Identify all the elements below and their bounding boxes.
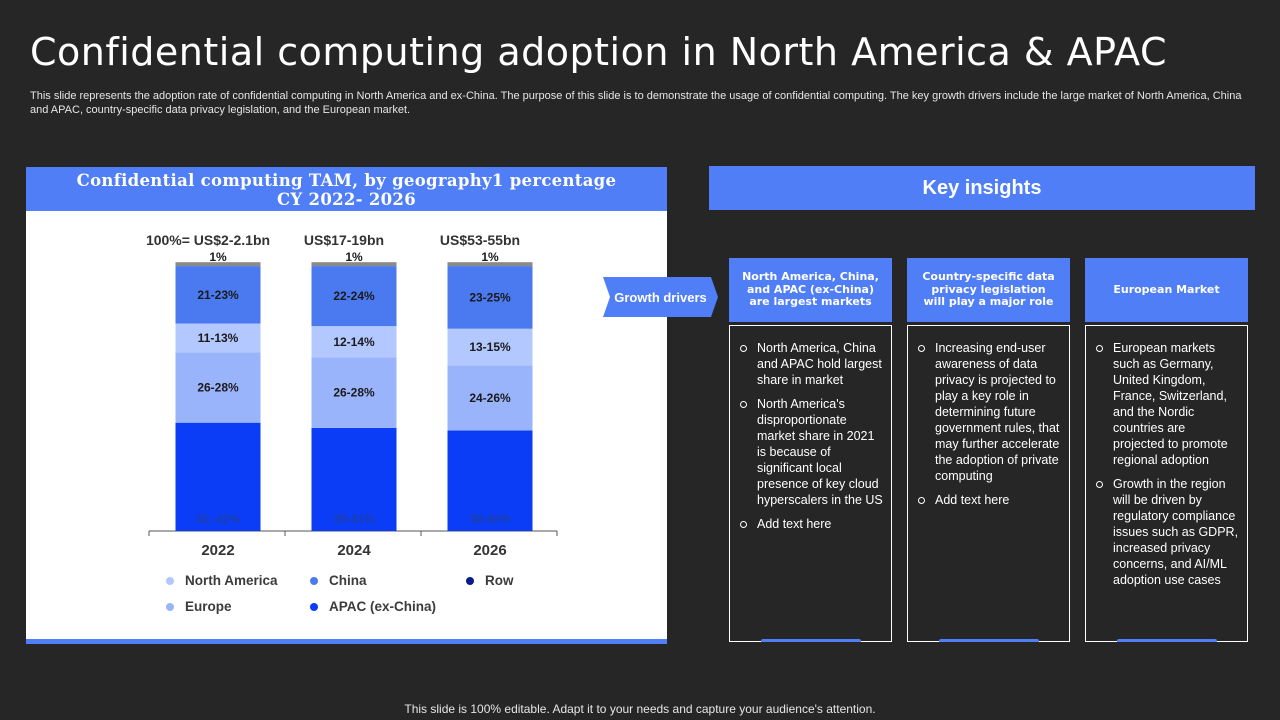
chart-header: Confidential computing TAM, by geography…	[26, 167, 667, 211]
bar-segment-apac-ex-china	[447, 430, 533, 531]
insight-bullet: Add text here	[916, 492, 1061, 508]
bar-segment-north-america	[175, 323, 261, 353]
legend-item: Row	[466, 573, 514, 588]
insight-bullet-text: Add text here	[757, 517, 832, 531]
data-label: 26-28%	[197, 380, 239, 394]
insight-bullet: North America's disproportionate market …	[738, 396, 883, 508]
data-label: 1%	[481, 250, 499, 264]
total-label: US$17-19bn	[304, 232, 384, 248]
legend-item: China	[310, 573, 367, 588]
insight-bullet: Add text here	[738, 516, 883, 532]
bar-segment-row	[447, 262, 533, 267]
circle-bullet-icon	[918, 497, 925, 504]
insight-bullet: North America, China and APAC hold large…	[738, 340, 883, 388]
insight-bullet-list: Increasing end-user awareness of data pr…	[908, 326, 1069, 508]
bar-segment-europe	[447, 365, 533, 431]
data-label: 41–42%	[196, 512, 240, 526]
legend-label: Row	[485, 573, 514, 588]
growth-drivers-label: Growth drivers	[614, 289, 707, 305]
insight-column-heading: North America, China, and APAC (ex-China…	[729, 258, 892, 322]
bar-segment-china	[447, 266, 533, 329]
legend-item: APAC (ex-China)	[310, 599, 436, 614]
page-description: This slide represents the adoption rate …	[30, 90, 1242, 116]
legend-label: North America	[185, 573, 278, 588]
legend-item: North America	[166, 573, 278, 588]
insight-bullet-text: North America's disproportionate market …	[757, 397, 883, 507]
insight-bullet: European markets such as Germany, United…	[1094, 340, 1239, 468]
column-accent-tab	[1117, 639, 1217, 642]
insight-column-box: Increasing end-user awareness of data pr…	[907, 325, 1070, 642]
page-title: Confidential computing adoption in North…	[30, 30, 1167, 74]
bar-segment-north-america	[447, 328, 533, 366]
data-label: 21-23%	[197, 288, 239, 302]
footer-note: This slide is 100% editable. Adapt it to…	[404, 702, 876, 716]
insight-column-box: European markets such as Germany, United…	[1085, 325, 1248, 642]
bar-segment-apac-ex-china	[311, 427, 397, 531]
x-tick-label: 2024	[337, 542, 371, 559]
data-label: 12-14%	[333, 335, 375, 349]
chart-panel: 41–42% 26-28% 11-13% 21-23% 1% 100%= US$2-2.1…	[26, 167, 667, 644]
insight-bullet: Growth in the region will be driven by r…	[1094, 476, 1239, 588]
legend-label: China	[329, 573, 367, 588]
circle-bullet-icon	[1096, 345, 1103, 352]
data-label: 13-15%	[469, 340, 511, 354]
bar-segment-row	[175, 262, 261, 267]
data-label: 1%	[209, 250, 227, 264]
chart-legend: North America China Row Europe APAC (ex-Chin…	[166, 573, 514, 633]
circle-bullet-icon	[918, 345, 925, 352]
bar-segment-row	[311, 262, 397, 267]
legend-marker	[310, 576, 318, 585]
circle-bullet-icon	[740, 521, 747, 528]
circle-bullet-icon	[740, 401, 747, 408]
bar-segment-europe	[311, 357, 397, 428]
data-label: 24-26%	[469, 391, 511, 405]
bar-segment-north-america	[311, 326, 397, 358]
chart-title: Confidential computing TAM, by geography…	[76, 171, 617, 190]
insight-column-heading: Country-specific data privacy legislatio…	[907, 258, 1070, 322]
data-label: 39-41%	[333, 512, 375, 526]
legend-label: Europe	[185, 599, 232, 614]
data-label: 11-13%	[198, 331, 239, 345]
stacked-bar-chart: 41–42% 26-28% 11-13% 21-23% 1% 100%= US$2-2.1…	[146, 232, 558, 559]
insight-bullet-text: European markets such as Germany, United…	[1113, 341, 1228, 467]
x-tick-label: 2026	[473, 542, 506, 559]
key-insights-banner: Key insights	[709, 166, 1255, 210]
insight-column-heading: European Market	[1085, 258, 1248, 322]
data-label: 23-25%	[469, 290, 511, 304]
circle-bullet-icon	[740, 345, 747, 352]
bar-segment-china	[311, 266, 397, 327]
insight-bullet-text: Increasing end-user awareness of data pr…	[935, 341, 1060, 483]
bar-segment-china	[175, 266, 261, 324]
legend-marker	[466, 576, 474, 585]
legend-item: Europe	[166, 599, 232, 614]
insight-bullet: Increasing end-user awareness of data pr…	[916, 340, 1061, 484]
data-label: 22-24%	[333, 289, 375, 303]
chart-bottom-bar	[26, 639, 667, 644]
column-accent-tab	[939, 639, 1039, 642]
bar-segment-apac-ex-china	[175, 422, 261, 531]
bar-segment-europe	[175, 352, 261, 423]
growth-drivers-arrow	[603, 277, 718, 317]
total-label: US$53-55bn	[440, 232, 520, 248]
insight-bullet-text: Add text here	[935, 493, 1010, 507]
data-label: 38-40%	[469, 512, 511, 526]
total-label: 100%= US$2-2.1bn	[146, 232, 270, 248]
chart-subtitle: CY 2022- 2026	[277, 190, 416, 209]
circle-bullet-icon	[1096, 481, 1103, 488]
legend-marker	[310, 602, 318, 611]
insight-bullet-list: European markets such as Germany, United…	[1086, 326, 1247, 588]
legend-marker	[166, 576, 174, 585]
column-accent-tab	[761, 639, 861, 642]
data-label: 26-28%	[333, 386, 375, 400]
insight-column-box: North America, China and APAC hold large…	[729, 325, 892, 642]
legend-label: APAC (ex-China)	[329, 599, 437, 614]
legend-marker	[166, 602, 174, 611]
insight-bullet-list: North America, China and APAC hold large…	[730, 326, 891, 532]
insight-bullet-text: Growth in the region will be driven by r…	[1113, 477, 1239, 587]
x-tick-label: 2022	[201, 542, 234, 559]
data-label: 1%	[345, 250, 363, 264]
insight-bullet-text: North America, China and APAC hold large…	[757, 341, 882, 387]
